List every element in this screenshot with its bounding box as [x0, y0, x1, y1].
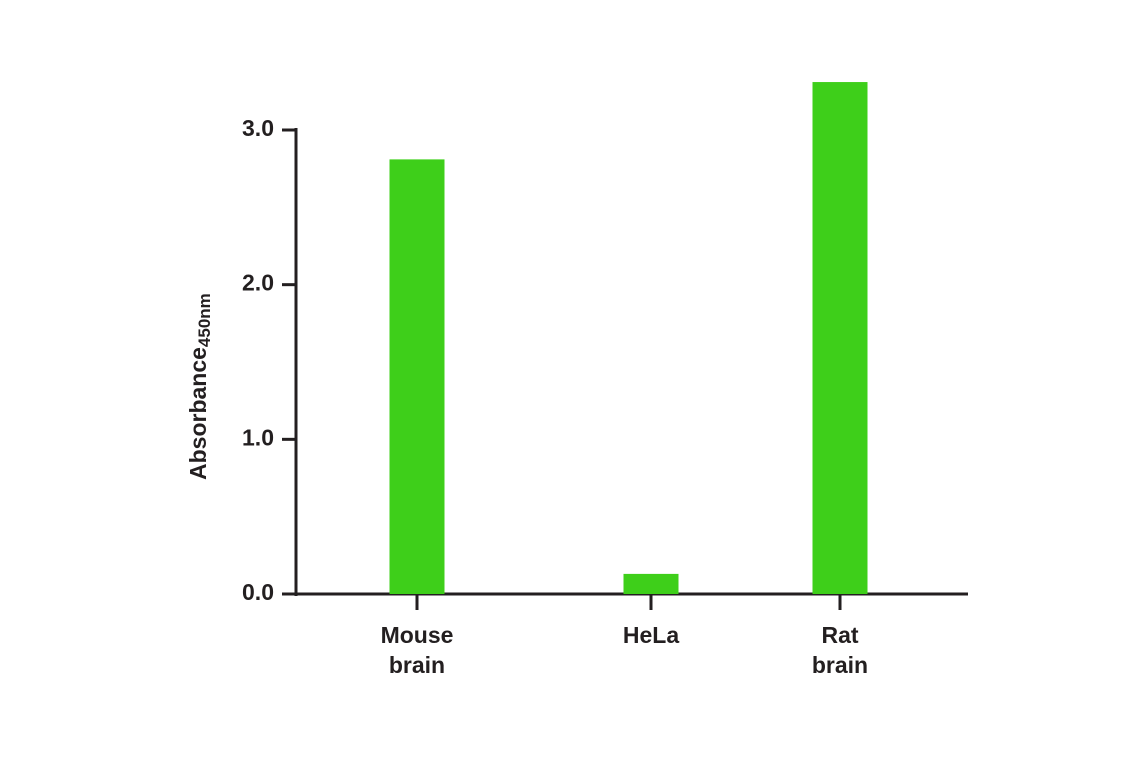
x-tick-label: HeLa — [622, 622, 680, 648]
y-tick-label: 1.0 — [242, 424, 274, 450]
bar — [812, 82, 868, 594]
bar — [623, 573, 679, 594]
bar — [389, 159, 445, 595]
y-tick-label: 0.0 — [242, 579, 274, 605]
x-tick-label: Mouse brain — [380, 622, 454, 678]
y-tick-label: 2.0 — [242, 270, 274, 296]
y-tick-label: 3.0 — [242, 115, 274, 141]
y-axis-label: Absorbance450nm — [185, 293, 214, 480]
y-axis-label-main: Absorbance — [185, 347, 211, 480]
y-axis-label-subscript: 450nm — [195, 293, 214, 347]
x-tick-label: Rat brain — [811, 622, 869, 678]
